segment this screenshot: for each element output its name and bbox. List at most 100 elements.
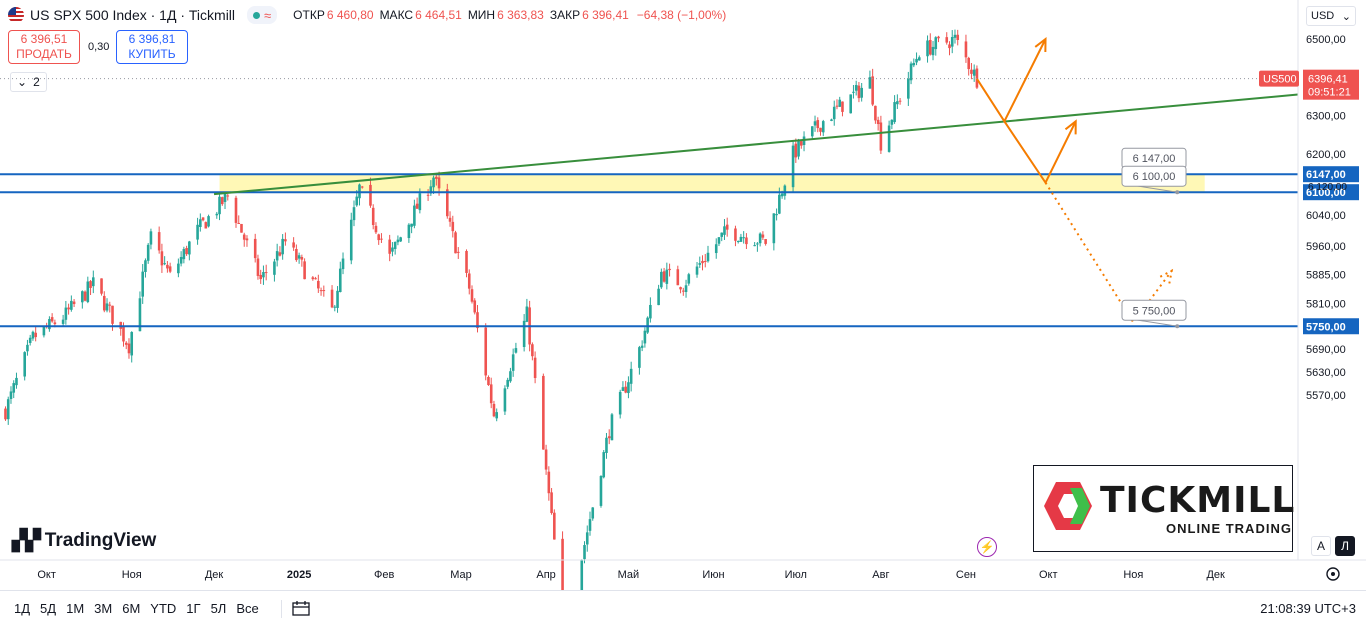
candle [34, 325, 37, 342]
candle [292, 237, 295, 251]
candle [522, 314, 526, 352]
ohlc-high: МАКС 6 464,51 [379, 8, 462, 22]
candle [26, 339, 29, 356]
candle-body [657, 288, 660, 306]
candle [646, 316, 649, 334]
log-scale-button[interactable]: Л [1335, 536, 1355, 556]
candle [295, 244, 298, 262]
candle [580, 559, 584, 590]
candle [83, 290, 87, 302]
timeframe-1y[interactable]: 1Г [186, 601, 201, 616]
candle-body [723, 226, 726, 235]
auto-scale-button[interactable]: A [1311, 536, 1331, 556]
indicator-count: 2 [33, 75, 40, 89]
candle [207, 214, 210, 228]
candle [281, 234, 284, 260]
candle [931, 41, 935, 61]
candle [319, 287, 323, 296]
timeframe-3m[interactable]: 3М [94, 601, 113, 616]
timeframe-all[interactable]: Все [236, 601, 259, 616]
candle [168, 262, 172, 274]
symbol-header: US SPX 500 Index · 1Д · Tickmill ≈ ОТКР 6… [8, 4, 726, 26]
candle-body [149, 231, 153, 245]
candle-body [879, 122, 883, 151]
candle-body [525, 306, 529, 322]
level-axis-label: 6100,00 [1306, 187, 1346, 199]
candle [138, 291, 142, 332]
candle [6, 396, 10, 425]
ohlc-close: ЗАКР 6 396,41 [549, 8, 629, 22]
candle-body [783, 185, 787, 196]
candle-body [432, 177, 435, 188]
candle [92, 270, 95, 294]
candle-body [4, 408, 7, 420]
candle [467, 269, 471, 295]
timeframe-1d[interactable]: 1Д [14, 601, 31, 616]
tickmill-mark-icon [1044, 482, 1092, 530]
candle-body [6, 399, 10, 420]
candle [451, 215, 455, 238]
currency-select[interactable]: USD ⌄ [1306, 6, 1356, 26]
price-chart[interactable]: 6 147,00 6 100,00 5 750,00 6500,00 6300,00 6… [0, 0, 1366, 590]
indicators-toggle[interactable]: ⌄ 2 [10, 72, 47, 92]
candle [665, 262, 669, 290]
x-tick-label: Мар [450, 569, 472, 581]
candle-body [70, 300, 73, 310]
candle [179, 251, 183, 267]
candle-body [835, 105, 839, 107]
candle-body [89, 281, 92, 288]
candle-body [61, 319, 65, 324]
candle [832, 100, 836, 126]
candle-body [813, 121, 817, 126]
sell-button[interactable]: 6 396,51 ПРОДАТЬ [8, 30, 80, 64]
candle [487, 375, 490, 386]
candle [618, 389, 622, 419]
callout-label: 5 750,00 [1133, 305, 1176, 317]
date-range-button[interactable] [280, 599, 310, 618]
timeframe-ytd[interactable]: YTD [150, 601, 177, 616]
x-tick-label: Апр [536, 569, 555, 581]
x-tick-label: Фев [374, 569, 394, 581]
market-status[interactable]: ≈ [247, 6, 278, 24]
candle-body [706, 252, 710, 262]
candle [102, 291, 106, 313]
ohlc-readout: ОТКР 6 460,80 МАКС 6 464,51 МИН 6 363,83 ЗА… [293, 8, 726, 22]
candle-body [275, 251, 279, 261]
candle-body [23, 352, 26, 377]
candle [860, 82, 863, 102]
candle-body [753, 245, 756, 247]
candle [871, 68, 874, 107]
timeframe-1m[interactable]: 1М [66, 601, 85, 616]
candle-body [698, 263, 702, 265]
candle-body [950, 37, 954, 47]
candle-body [429, 186, 433, 194]
candle-body [934, 37, 938, 50]
candle [909, 61, 913, 85]
candle [511, 348, 515, 377]
candle [890, 119, 894, 130]
candle-body [832, 106, 836, 120]
clock[interactable]: 21:08:39 UTC+3 [1260, 601, 1356, 616]
candle-body [621, 387, 625, 391]
candle [465, 249, 468, 278]
candle [456, 247, 460, 259]
candle-body [912, 62, 916, 66]
candle-body [177, 263, 180, 274]
candle-body [660, 271, 663, 288]
candle-body [215, 213, 219, 216]
candle [585, 525, 589, 552]
buy-button[interactable]: 6 396,81 КУПИТЬ [116, 30, 188, 64]
candle-body [975, 68, 979, 88]
candle-body [926, 40, 929, 57]
candle-body [945, 37, 949, 43]
timeframe-5d[interactable]: 5Д [40, 601, 57, 616]
symbol-title[interactable]: US SPX 500 Index · 1Д · Tickmill [30, 7, 236, 23]
candle-body [146, 244, 150, 261]
spread-value: 0,30 [88, 41, 110, 53]
candle [849, 94, 852, 114]
forecast-dotted-path [1044, 182, 1173, 325]
timeframe-5y[interactable]: 5Л [210, 601, 227, 616]
lightning-icon[interactable]: ⚡ [977, 537, 997, 557]
timeframe-6m[interactable]: 6М [122, 601, 141, 616]
candle [413, 199, 416, 229]
